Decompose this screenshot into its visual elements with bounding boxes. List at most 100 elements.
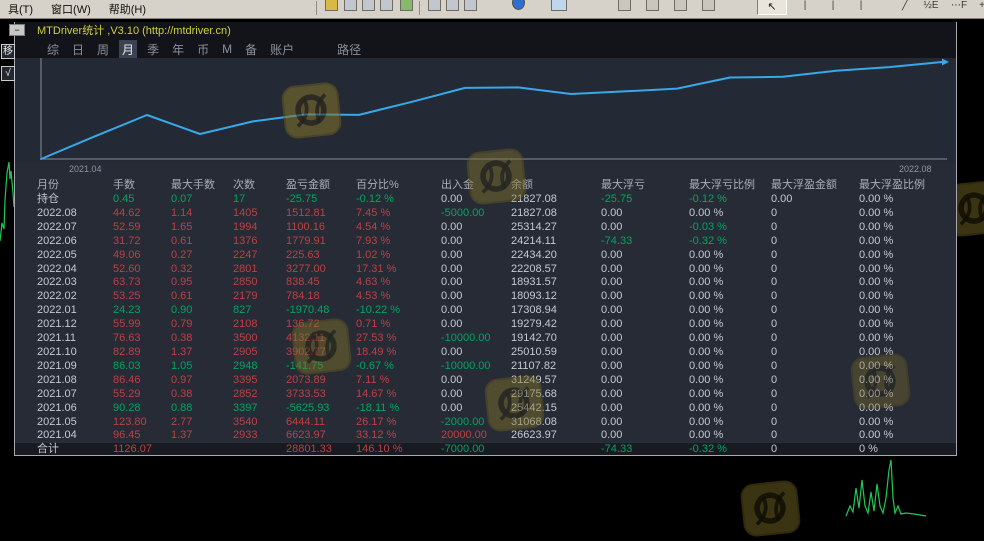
- cell: 1100.16: [286, 220, 325, 233]
- horizontal-line-tool-icon[interactable]: |: [859, 0, 863, 11]
- tab-周[interactable]: 周: [97, 42, 110, 57]
- confirm-button[interactable]: √: [1, 66, 15, 81]
- toolbar-icon-newchart[interactable]: [551, 0, 567, 11]
- cell: -0.12 %: [689, 193, 727, 205]
- cell: 1405: [233, 206, 258, 219]
- cell: 1.02 %: [356, 248, 391, 261]
- table-row: 2022.06 31.72 0.61 1376 1779.91 7.93 % 0.00 242…: [15, 235, 956, 249]
- cell: 0: [771, 387, 778, 400]
- cell: 1.37: [171, 345, 193, 358]
- cell: 0.00 %: [859, 373, 894, 386]
- cell: 2905: [233, 345, 258, 358]
- cell: 0.00: [601, 415, 623, 428]
- fibonacci-tool-icon[interactable]: ⋯F: [950, 0, 968, 11]
- cell: -0.32 %: [689, 443, 727, 455]
- column-header: 百分比%: [356, 179, 399, 191]
- cell: 0.00 %: [859, 318, 894, 331]
- cell: 0.00: [601, 262, 623, 275]
- toolbar-icon-profile[interactable]: [344, 0, 357, 11]
- menu-item[interactable]: 帮助(H): [108, 4, 147, 16]
- cell: 3277.00: [286, 262, 326, 275]
- toolbar-icon-new[interactable]: [325, 0, 338, 11]
- cell: 2.77: [171, 415, 193, 428]
- table-row: 2022.01 24.23 0.90 827 -1970.48 -10.22 % 0.00 1…: [15, 304, 956, 318]
- tab-M[interactable]: M: [222, 42, 233, 56]
- equidistant-tool-icon[interactable]: ½E: [923, 0, 939, 11]
- minimize-button[interactable]: −: [9, 24, 25, 36]
- toolbar-icon-window[interactable]: [362, 0, 375, 11]
- tab-季[interactable]: 季: [147, 42, 160, 57]
- menu-item[interactable]: 具(T): [8, 4, 34, 16]
- cell: 1.05: [171, 359, 193, 372]
- add-tool-icon[interactable]: +: [976, 0, 984, 15]
- cell: 3540: [233, 415, 258, 428]
- crosshair-tool-icon[interactable]: |: [803, 0, 807, 11]
- cell: 合计: [37, 443, 59, 455]
- cell: 2021.06: [37, 401, 77, 414]
- cell: 3395: [233, 373, 258, 386]
- cell: 3733.53: [286, 387, 326, 400]
- cell: 0.00: [601, 359, 623, 372]
- cell: 0.00: [441, 262, 463, 275]
- table-row: 持仓 0.45 0.07 17 -25.75 -0.12 % 0.00 21827.08 -25…: [15, 193, 956, 207]
- cell: 2801: [233, 262, 258, 275]
- menu-item[interactable]: 窗口(W): [51, 4, 91, 16]
- cell: 19142.70: [511, 332, 557, 345]
- tab-日[interactable]: 日: [72, 42, 85, 57]
- tab-综[interactable]: 综: [47, 42, 60, 57]
- tab-账户[interactable]: 账户: [270, 42, 295, 57]
- cell: 0: [771, 206, 778, 219]
- cell: 0.00: [601, 332, 623, 345]
- table-row: 2021.04 96.45 1.37 2933 6623.97 33.12 % 20000.…: [15, 429, 956, 443]
- tab-备[interactable]: 备: [245, 42, 258, 57]
- tab-年[interactable]: 年: [172, 42, 185, 57]
- cell: 2073.89: [286, 373, 326, 386]
- toolbar-icon-globe[interactable]: [512, 0, 525, 10]
- toolbar-icon-chart2[interactable]: [446, 0, 459, 11]
- trendline-tool-icon[interactable]: ╱: [901, 0, 909, 11]
- cell: 1126.07: [113, 443, 152, 455]
- cell: 1994: [233, 220, 258, 233]
- cell: 4.53 %: [356, 290, 391, 303]
- cell: 0: [771, 332, 778, 345]
- cell: 2022.06: [37, 234, 77, 247]
- tab-币[interactable]: 币: [197, 42, 210, 57]
- cell: 2022.01: [37, 304, 77, 317]
- toolbar-icon-zoom1[interactable]: [618, 0, 631, 11]
- move-button[interactable]: 移: [1, 44, 15, 59]
- vertical-line-tool-icon[interactable]: |: [831, 0, 835, 11]
- toolbar-icon-chart3[interactable]: [464, 0, 477, 11]
- cursor-tool-icon[interactable]: ↖: [757, 0, 787, 15]
- cell: 26623.97: [511, 429, 557, 442]
- toolbar-icon-tile[interactable]: [674, 0, 687, 11]
- cell: 55.99: [113, 318, 141, 331]
- toolbar-icon-chart1[interactable]: [428, 0, 441, 11]
- tab-路径[interactable]: 路径: [337, 42, 362, 57]
- cell: 0.97: [171, 373, 193, 386]
- cell: 24.23: [113, 304, 141, 317]
- cell: 0.00 %: [689, 373, 724, 386]
- toolbar-icon-zoom2[interactable]: [646, 0, 659, 11]
- cell: 0.00 %: [689, 332, 724, 345]
- line-end-marker: [942, 58, 949, 66]
- cell: 0.00: [441, 345, 463, 358]
- cell: 0.00: [601, 345, 623, 358]
- menu-items: 具(T) 窗口(W) 帮助(H): [2, 0, 158, 18]
- cell: 2933: [233, 429, 258, 442]
- toolbar-icon-tile2[interactable]: [702, 0, 715, 11]
- table-row: 2021.06 90.28 0.88 3397 -5625.93 -18.11 % 0.00…: [15, 402, 956, 416]
- cell: 784.18: [286, 290, 320, 303]
- cell: 0.00: [771, 193, 793, 205]
- cell: -5625.93: [286, 401, 330, 414]
- cell: 0: [771, 234, 778, 247]
- toolbar-icon-window2[interactable]: [380, 0, 393, 11]
- toolbar-icon-market[interactable]: [400, 0, 413, 11]
- cell: 86.46: [113, 373, 141, 386]
- panel-titlebar[interactable]: MTDriver统计 ,V3.10 (http://mtdriver.cn): [15, 22, 956, 40]
- column-header: 最大浮亏比例: [689, 179, 755, 191]
- table-row: 2021.11 76.63 0.38 3500 4132.11 27.53 % -10000…: [15, 332, 956, 346]
- cell: 18093.12: [511, 290, 557, 303]
- tab-月[interactable]: 月: [119, 39, 138, 59]
- cell: 22434.20: [511, 248, 557, 261]
- cell: 20000.00: [441, 429, 487, 442]
